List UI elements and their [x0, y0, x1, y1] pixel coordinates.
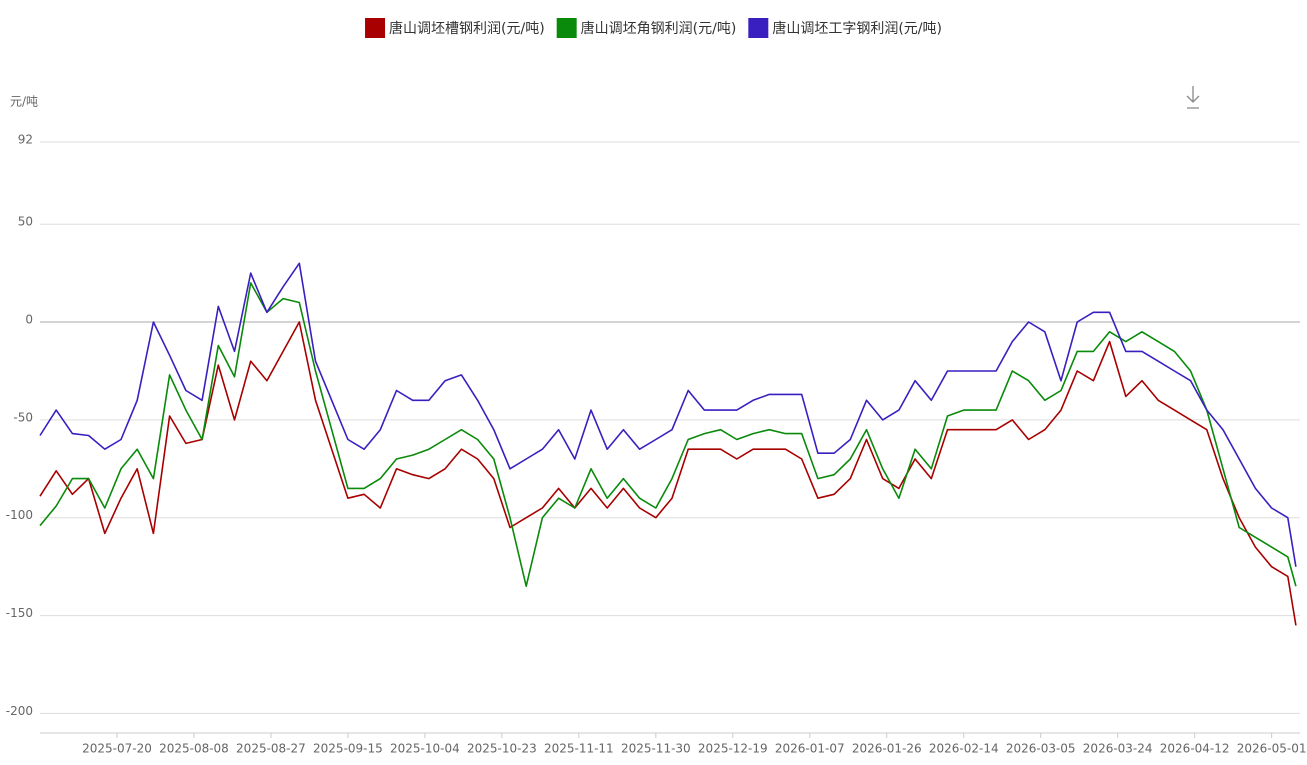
- x-tick-label: 2026-03-05: [1006, 742, 1076, 756]
- y-tick-label: -100: [6, 508, 33, 522]
- legend-item: 唐山调坯工字钢利润(元/吨): [748, 18, 942, 38]
- y-tick-label: -200: [6, 704, 33, 718]
- series-line: [39, 282, 1297, 587]
- x-tick-label: 2025-11-30: [621, 742, 691, 756]
- legend-swatch: [556, 18, 577, 38]
- series-line: [39, 262, 1297, 567]
- download-icon[interactable]: [1186, 86, 1200, 109]
- y-unit: 元/吨: [10, 95, 38, 109]
- y-tick-label: -50: [13, 410, 33, 424]
- legend: 唐山调坯槽钢利润(元/吨) 唐山调坯角钢利润(元/吨) 唐山调坯工字钢利润(元/吨): [365, 18, 942, 38]
- x-tick-label: 2025-07-20: [82, 742, 152, 756]
- legend-swatch: [748, 18, 769, 38]
- y-tick-label: 92: [18, 133, 33, 147]
- x-tick-label: 2026-01-26: [852, 742, 922, 756]
- x-tick-label: 2025-11-11: [544, 742, 614, 756]
- y-tick-label: -150: [6, 606, 33, 620]
- x-tick-label: 2025-09-15: [313, 742, 383, 756]
- x-tick-label: 2026-05-01: [1237, 742, 1307, 756]
- legend-label: 唐山调坯槽钢利润(元/吨): [389, 20, 545, 37]
- x-tick-label: 2025-10-04: [390, 742, 460, 756]
- x-tick-label: 2026-02-14: [929, 742, 999, 756]
- x-tick-label: 2025-08-27: [236, 742, 306, 756]
- x-tick-label: 2025-12-19: [698, 742, 768, 756]
- x-tick-label: 2026-01-07: [775, 742, 845, 756]
- legend-item: 唐山调坯槽钢利润(元/吨): [365, 18, 545, 38]
- legend-swatch: [365, 18, 386, 38]
- x-tick-label: 2025-10-23: [467, 742, 537, 756]
- legend-item: 唐山调坯角钢利润(元/吨): [556, 18, 737, 38]
- y-tick-label: 0: [25, 313, 33, 327]
- x-tick-label: 2026-03-24: [1083, 742, 1153, 756]
- x-tick-label: 2025-08-08: [159, 742, 229, 756]
- download-arrow[interactable]: [1186, 86, 1200, 109]
- legend-label: 唐山调坯工字钢利润(元/吨): [772, 20, 942, 37]
- x-tick-label: 2026-04-12: [1160, 742, 1230, 756]
- series-line: [39, 321, 1297, 626]
- y-tick-label: 50: [18, 215, 33, 229]
- legend-label: 唐山调坯角钢利润(元/吨): [581, 20, 737, 37]
